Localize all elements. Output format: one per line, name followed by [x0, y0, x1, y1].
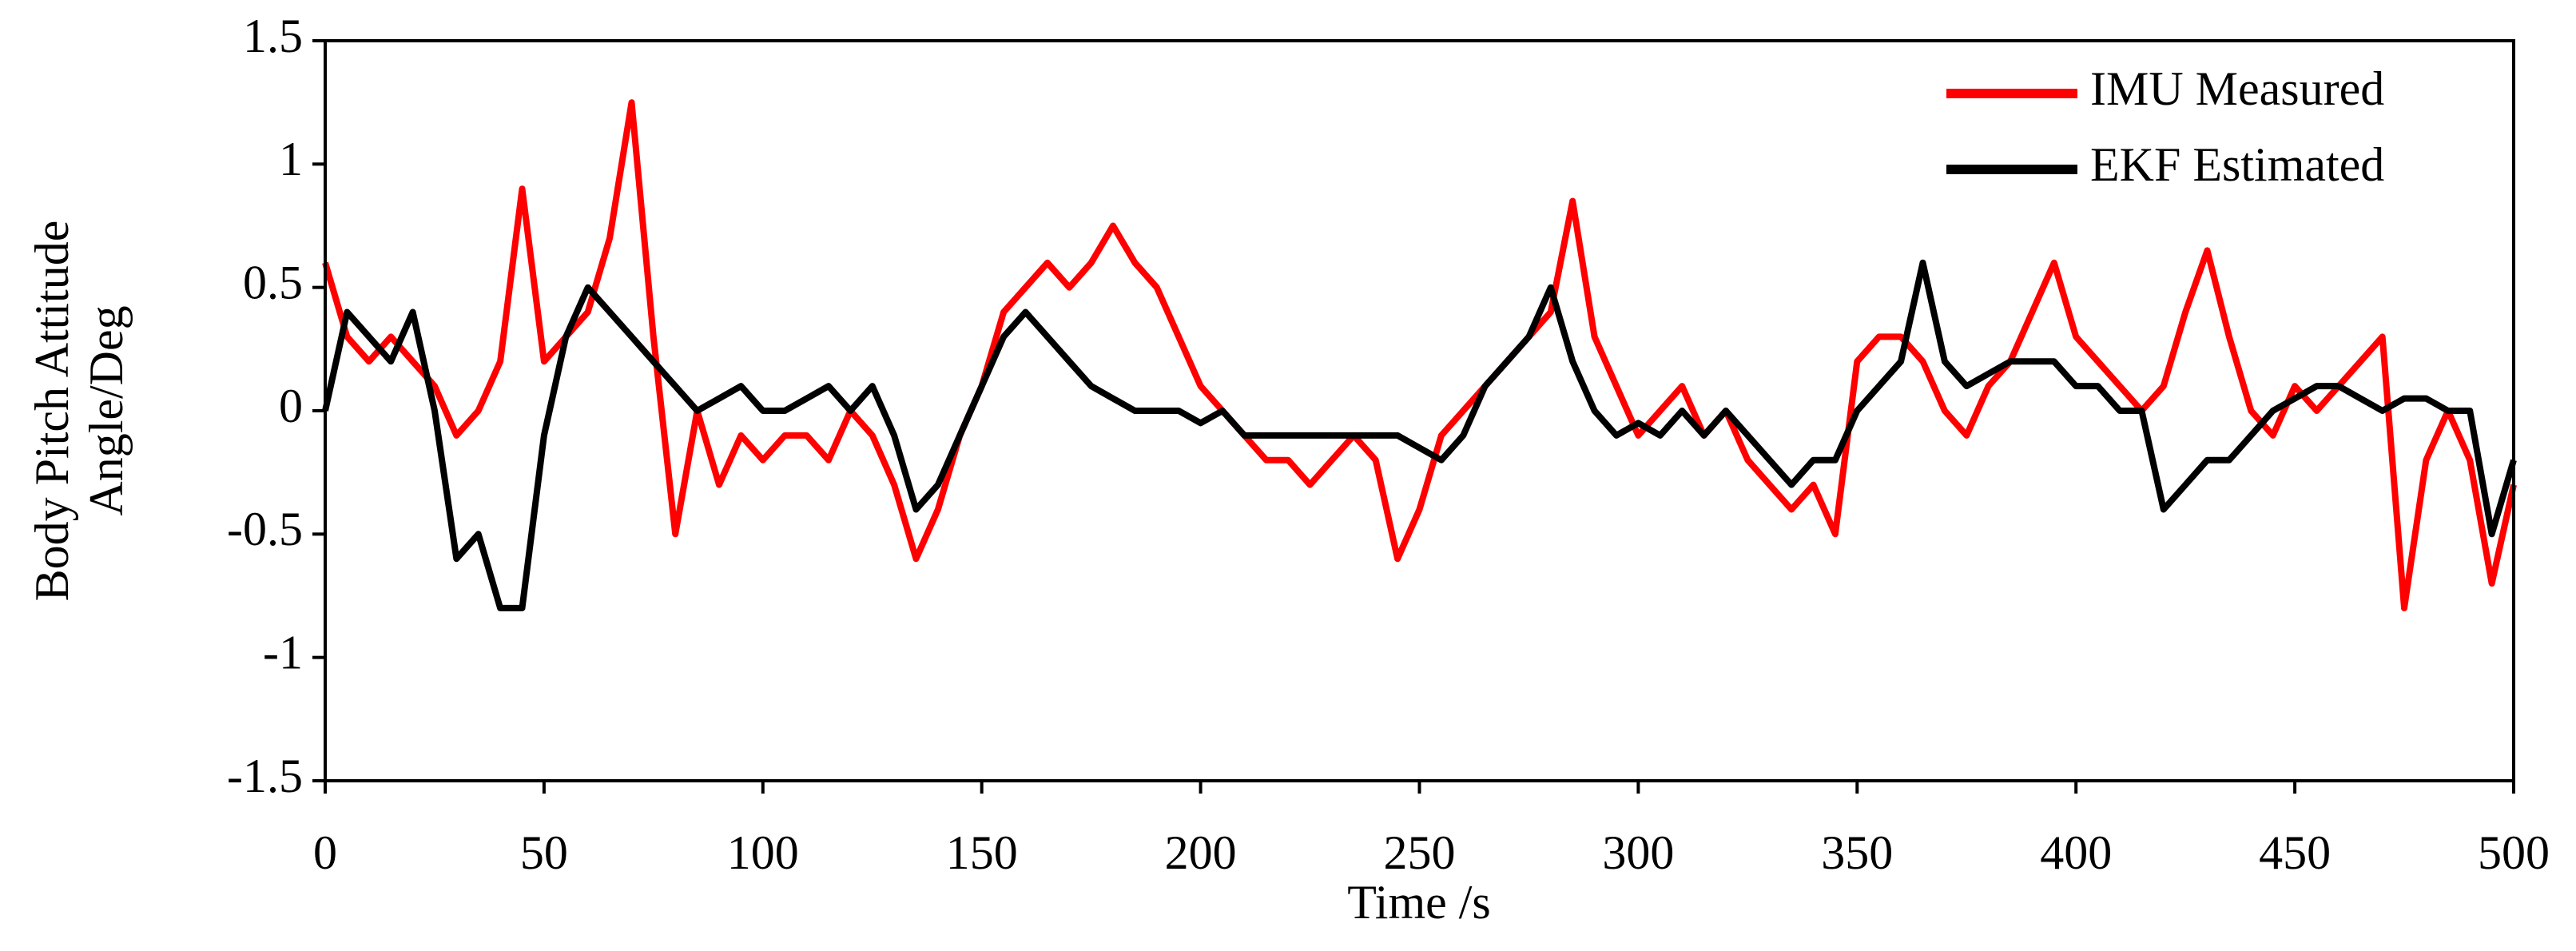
y-axis-title-line: Angle/Deg — [80, 305, 133, 515]
x-tick-label: 150 — [946, 826, 1018, 879]
plot-frame — [324, 39, 2515, 782]
data-line — [322, 99, 2517, 611]
x-tick-label: 250 — [1384, 826, 1456, 879]
x-tick-label: 0 — [313, 826, 337, 879]
x-tick-label: 50 — [520, 826, 568, 879]
x-axis-title: Time /s — [1347, 876, 1491, 929]
x-tick-label: 300 — [1602, 826, 1674, 879]
legend-label: EKF Estimated — [2090, 138, 2384, 191]
x-tick-label: 200 — [1165, 826, 1237, 879]
x-tick-label: 350 — [1821, 826, 1893, 879]
y-tick-label: 1 — [279, 133, 303, 185]
data-line — [322, 259, 2517, 611]
legend-label: IMU Measured — [2090, 62, 2384, 115]
x-tick-label: 500 — [2478, 826, 2550, 879]
y-axis-title: Body Pitch Attitude Angle/Deg — [26, 221, 133, 602]
x-tick-label: 400 — [2040, 826, 2112, 879]
y-tick-label: 0 — [279, 380, 303, 432]
y-tick-label: -1 — [263, 626, 303, 678]
y-tick-label: -0.5 — [227, 503, 303, 555]
y-axis-title-line: Body Pitch Attitude — [26, 221, 78, 602]
y-tick-label: -1.5 — [227, 750, 303, 802]
y-tick-label: 1.5 — [243, 10, 303, 62]
y-tick-label: 0.5 — [243, 256, 303, 308]
x-tick-label: 100 — [727, 826, 799, 879]
x-tick-label: 450 — [2259, 826, 2331, 879]
